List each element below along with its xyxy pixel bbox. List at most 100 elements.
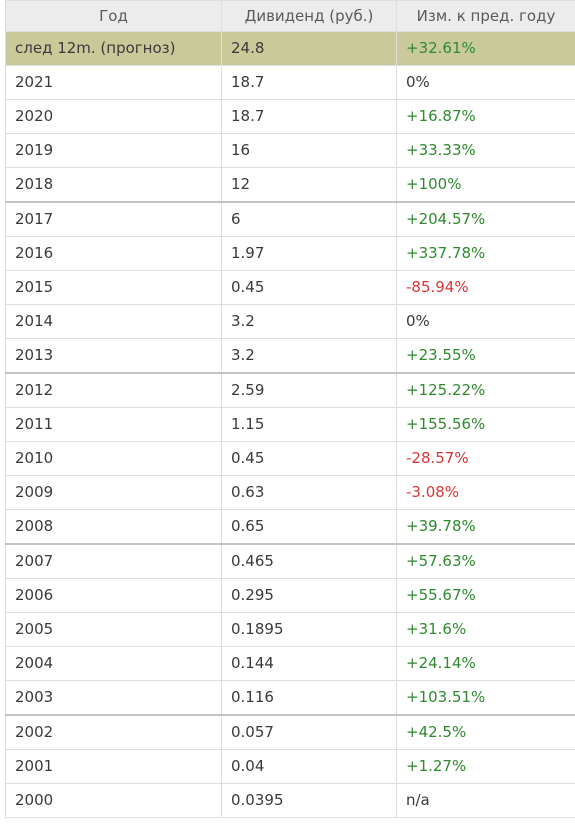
change-cell: +24.14% xyxy=(396,646,575,681)
dividend-cell: 16 xyxy=(221,133,397,168)
table-header: Год Дивиденд (руб.) Изм. к пред. году xyxy=(5,0,575,32)
change-cell: +103.51% xyxy=(396,680,575,716)
year-cell: 2012 xyxy=(5,372,222,408)
dividend-cell: 0.65 xyxy=(221,509,397,545)
change-cell: +16.87% xyxy=(396,99,575,134)
table-row: 2002 0.057 +42.5% xyxy=(5,714,575,750)
year-cell: 2013 xyxy=(5,338,222,374)
year-cell: 2016 xyxy=(5,236,222,271)
table-row: 2001 0.04 +1.27% xyxy=(5,749,575,784)
dividend-cell: 0.0395 xyxy=(221,783,397,818)
year-cell: 2020 xyxy=(5,99,222,134)
year-cell: 2017 xyxy=(5,201,222,237)
change-cell: n/a xyxy=(396,783,575,818)
table-row: 2000 0.0395 n/a xyxy=(5,783,575,818)
change-cell: +33.33% xyxy=(396,133,575,168)
year-cell: 2021 xyxy=(5,65,222,100)
dividend-cell: 0.465 xyxy=(221,543,397,579)
column-header-change[interactable]: Изм. к пред. году xyxy=(396,0,575,32)
table-row: 2019 16 +33.33% xyxy=(5,133,575,168)
dividend-history-table: Год Дивиденд (руб.) Изм. к пред. году сл… xyxy=(5,0,575,818)
table-row: 2020 18.7 +16.87% xyxy=(5,99,575,134)
table-row: 2010 0.45 -28.57% xyxy=(5,441,575,476)
dividend-cell: 18.7 xyxy=(221,65,397,100)
change-cell: +55.67% xyxy=(396,578,575,613)
dividend-cell: 0.1895 xyxy=(221,612,397,647)
year-cell: 2004 xyxy=(5,646,222,681)
column-header-year[interactable]: Год xyxy=(5,0,222,32)
change-cell: -3.08% xyxy=(396,475,575,510)
year-cell: 2015 xyxy=(5,270,222,305)
table-row: 2021 18.7 0% xyxy=(5,65,575,100)
change-cell: +39.78% xyxy=(396,509,575,545)
year-cell: 2018 xyxy=(5,167,222,203)
dividend-cell: 2.59 xyxy=(221,372,397,408)
table-row: 2017 6 +204.57% xyxy=(5,201,575,237)
year-cell: 2008 xyxy=(5,509,222,545)
table-body: след 12m. (прогноз) 24.8 +32.61% 2021 18.7 0%… xyxy=(5,31,575,818)
year-cell: 2011 xyxy=(5,407,222,442)
year-cell: 2001 xyxy=(5,749,222,784)
year-cell: 2005 xyxy=(5,612,222,647)
table-row: 2012 2.59 +125.22% xyxy=(5,372,575,408)
year-cell: 2014 xyxy=(5,304,222,339)
table-row: 2003 0.116 +103.51% xyxy=(5,680,575,716)
change-cell: +100% xyxy=(396,167,575,203)
dividend-cell: 0.45 xyxy=(221,270,397,305)
dividend-cell: 0.45 xyxy=(221,441,397,476)
year-cell: 2006 xyxy=(5,578,222,613)
change-cell: +155.56% xyxy=(396,407,575,442)
dividend-cell: 0.116 xyxy=(221,680,397,716)
change-cell: +1.27% xyxy=(396,749,575,784)
table-row: 2013 3.2 +23.55% xyxy=(5,338,575,374)
table-row: 2018 12 +100% xyxy=(5,167,575,203)
table-row: 2009 0.63 -3.08% xyxy=(5,475,575,510)
change-cell: +32.61% xyxy=(396,31,575,66)
dividend-cell: 1.15 xyxy=(221,407,397,442)
year-cell: 2009 xyxy=(5,475,222,510)
table-row: 2015 0.45 -85.94% xyxy=(5,270,575,305)
dividend-cell: 24.8 xyxy=(221,31,397,66)
year-cell: 2007 xyxy=(5,543,222,579)
table-row: 2006 0.295 +55.67% xyxy=(5,578,575,613)
dividend-cell: 6 xyxy=(221,201,397,237)
table-row: 2005 0.1895 +31.6% xyxy=(5,612,575,647)
year-cell: след 12m. (прогноз) xyxy=(5,31,222,66)
change-cell: 0% xyxy=(396,65,575,100)
change-cell: +57.63% xyxy=(396,543,575,579)
dividend-cell: 1.97 xyxy=(221,236,397,271)
dividend-cell: 3.2 xyxy=(221,304,397,339)
change-cell: +31.6% xyxy=(396,612,575,647)
table-row: 2004 0.144 +24.14% xyxy=(5,646,575,681)
table-row: 2011 1.15 +155.56% xyxy=(5,407,575,442)
header-row: Год Дивиденд (руб.) Изм. к пред. году xyxy=(5,0,575,32)
dividend-cell: 12 xyxy=(221,167,397,203)
dividend-table-container: Год Дивиденд (руб.) Изм. к пред. году сл… xyxy=(5,0,575,818)
year-cell: 2003 xyxy=(5,680,222,716)
change-cell: +337.78% xyxy=(396,236,575,271)
change-cell: +204.57% xyxy=(396,201,575,237)
change-cell: 0% xyxy=(396,304,575,339)
dividend-cell: 3.2 xyxy=(221,338,397,374)
year-cell: 2010 xyxy=(5,441,222,476)
change-cell: +125.22% xyxy=(396,372,575,408)
change-cell: -85.94% xyxy=(396,270,575,305)
year-cell: 2019 xyxy=(5,133,222,168)
year-cell: 2002 xyxy=(5,714,222,750)
dividend-cell: 0.04 xyxy=(221,749,397,784)
dividend-cell: 18.7 xyxy=(221,99,397,134)
dividend-cell: 0.295 xyxy=(221,578,397,613)
dividend-cell: 0.144 xyxy=(221,646,397,681)
change-cell: -28.57% xyxy=(396,441,575,476)
dividend-cell: 0.057 xyxy=(221,714,397,750)
change-cell: +23.55% xyxy=(396,338,575,374)
year-cell: 2000 xyxy=(5,783,222,818)
table-row: 2014 3.2 0% xyxy=(5,304,575,339)
table-row: 2008 0.65 +39.78% xyxy=(5,509,575,545)
table-row: 2016 1.97 +337.78% xyxy=(5,236,575,271)
table-row: 2007 0.465 +57.63% xyxy=(5,543,575,579)
dividend-cell: 0.63 xyxy=(221,475,397,510)
forecast-row: след 12m. (прогноз) 24.8 +32.61% xyxy=(5,31,575,66)
change-cell: +42.5% xyxy=(396,714,575,750)
column-header-dividend[interactable]: Дивиденд (руб.) xyxy=(221,0,397,32)
